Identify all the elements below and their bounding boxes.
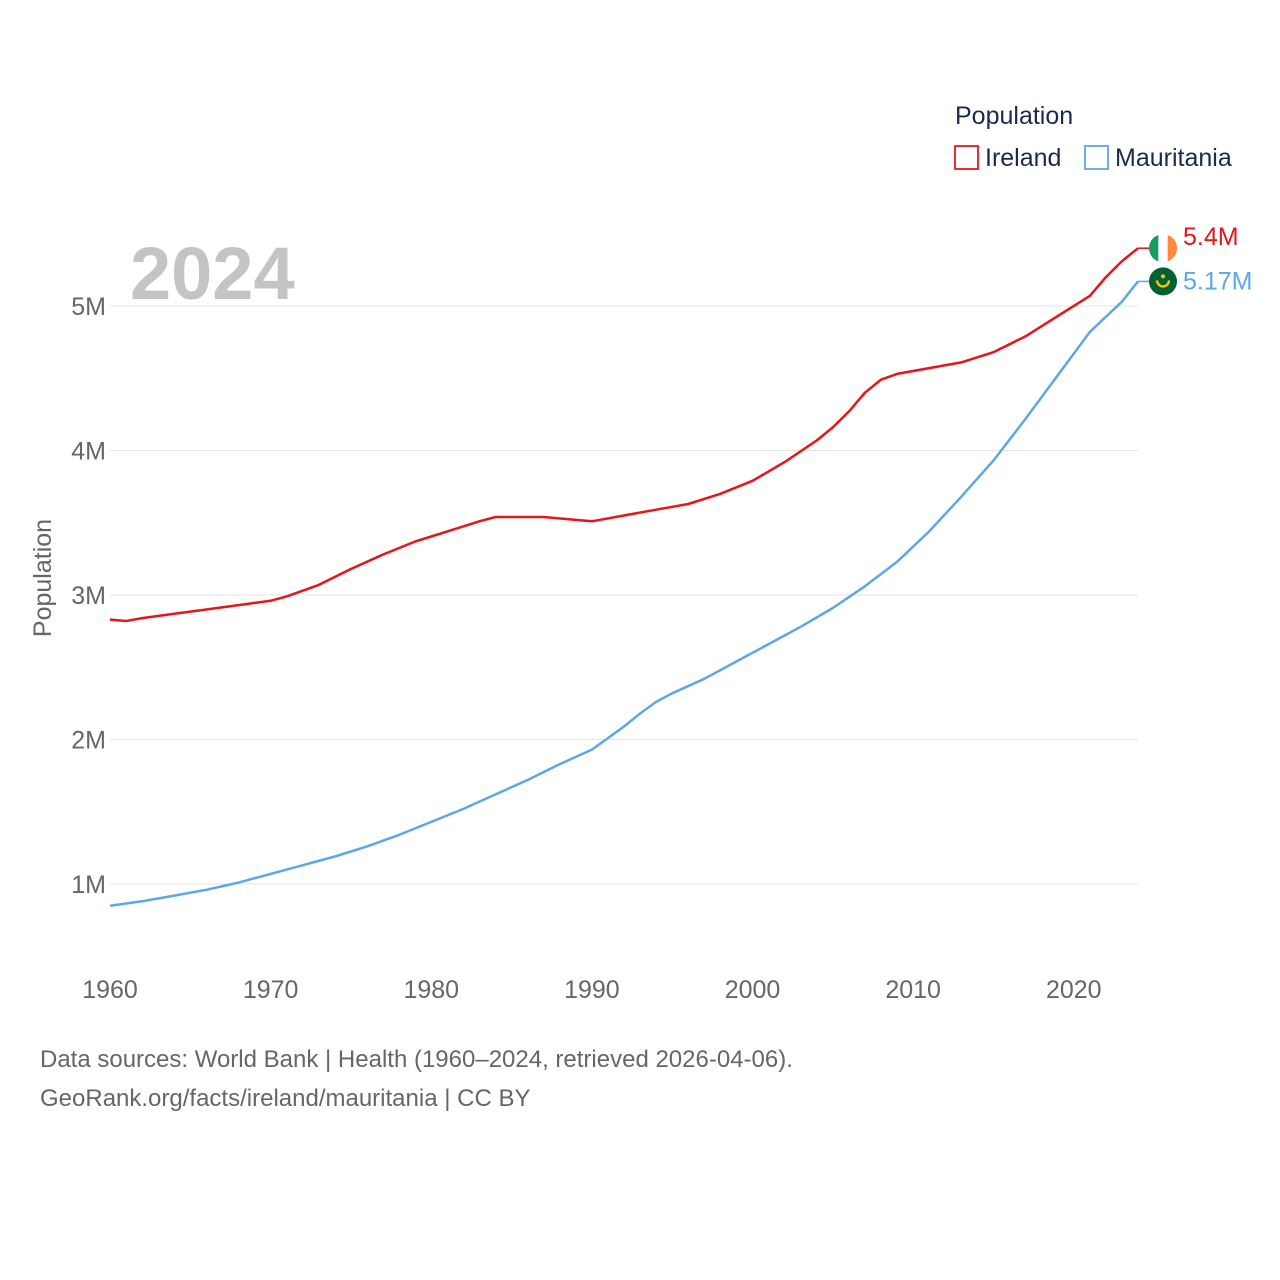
legend-label-ireland: Ireland: [985, 144, 1061, 172]
footer: Data sources: World Bank | Health (1960–…: [40, 1040, 793, 1118]
y-tick-5M: 5M: [71, 293, 106, 321]
y-tick-2M: 2M: [71, 727, 106, 755]
data-source-note: Data sources: World Bank | Health (1960–…: [40, 1046, 793, 1073]
x-tick-2000: 2000: [725, 976, 781, 1004]
series-lines: [109, 247, 1139, 907]
legend-label-mauritania: Mauritania: [1115, 144, 1232, 172]
legend-title: Population: [955, 102, 1073, 130]
year-label: 2024: [130, 232, 295, 315]
y-tick-3M: 3M: [71, 582, 106, 610]
ireland-line: [109, 247, 1139, 623]
y-tick-1M: 1M: [71, 871, 106, 899]
x-tick-1970: 1970: [243, 976, 299, 1004]
ireland-flag-icon: [1149, 234, 1177, 263]
mauritania-end-value: 5.17M: [1183, 267, 1252, 295]
x-tick-1960: 1960: [82, 976, 138, 1004]
end-markers: 5.4M 5.17M: [1138, 223, 1252, 296]
y-axis-title: Population: [29, 519, 57, 637]
mauritania-flag-icon: [1149, 267, 1177, 296]
gridlines: [110, 305, 1138, 885]
y-tick-4M: 4M: [71, 438, 106, 466]
x-tick-1980: 1980: [403, 976, 459, 1004]
legend-swatch-mauritania: [1084, 145, 1109, 170]
mauritania-line: [109, 280, 1139, 907]
x-tick-2020: 2020: [1046, 976, 1102, 1004]
x-tick-2010: 2010: [885, 976, 941, 1004]
ireland-end-value: 5.4M: [1183, 223, 1239, 251]
attribution-link[interactable]: GeoRank.org/facts/ireland/mauritania | C…: [40, 1085, 531, 1112]
legend: Population Ireland Mauritania: [954, 102, 1232, 172]
y-axis-ticks: 1M 2M 3M 4M 5M: [71, 293, 106, 899]
legend-swatch-ireland: [954, 145, 979, 170]
x-tick-1990: 1990: [564, 976, 620, 1004]
x-axis-ticks: 1960 1970 1980 1990 2000 2010 2020: [82, 976, 1101, 1004]
